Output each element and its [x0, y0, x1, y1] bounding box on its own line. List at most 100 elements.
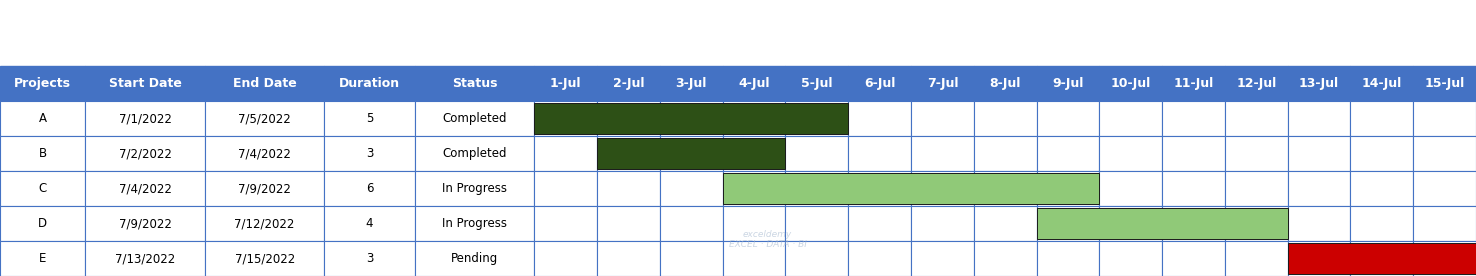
Bar: [1413, 171, 1476, 206]
Bar: [1162, 66, 1225, 101]
Bar: [911, 206, 974, 241]
Bar: [1413, 101, 1476, 136]
Bar: [534, 206, 598, 241]
Bar: [1287, 66, 1351, 101]
Bar: [0, 101, 86, 136]
Bar: [534, 171, 598, 206]
Bar: [1162, 101, 1225, 136]
Bar: [0, 206, 86, 241]
Bar: [1100, 241, 1162, 276]
Bar: [1225, 171, 1287, 206]
Bar: [0, 66, 86, 101]
Bar: [974, 136, 1036, 171]
Bar: [1287, 243, 1476, 274]
Bar: [1100, 101, 1162, 136]
Bar: [86, 206, 205, 241]
Bar: [1100, 66, 1162, 101]
Bar: [534, 241, 598, 276]
Bar: [785, 206, 849, 241]
Text: 9-Jul: 9-Jul: [1052, 77, 1083, 90]
Bar: [1036, 208, 1287, 239]
Bar: [86, 136, 205, 171]
Bar: [534, 66, 598, 101]
Bar: [723, 241, 785, 276]
Bar: [723, 101, 785, 136]
Bar: [1351, 171, 1413, 206]
Text: Duration: Duration: [339, 77, 400, 90]
Bar: [205, 66, 325, 101]
Text: 7-Jul: 7-Jul: [927, 77, 958, 90]
Bar: [0, 136, 86, 171]
Text: In Progress: In Progress: [443, 182, 508, 195]
Text: Pending: Pending: [452, 252, 499, 265]
Text: 7/2/2022: 7/2/2022: [118, 147, 171, 160]
Text: 6: 6: [366, 182, 373, 195]
Text: Gantt Chart with Conditional Formatting Based on Categories: Gantt Chart with Conditional Formatting …: [449, 15, 1027, 33]
Bar: [1036, 101, 1100, 136]
Bar: [1287, 206, 1351, 241]
Text: 13-Jul: 13-Jul: [1299, 77, 1339, 90]
Bar: [325, 136, 415, 171]
Bar: [1351, 66, 1413, 101]
Text: 6-Jul: 6-Jul: [863, 77, 896, 90]
Text: 11-Jul: 11-Jul: [1173, 77, 1213, 90]
Bar: [86, 171, 205, 206]
Bar: [974, 66, 1036, 101]
Bar: [1225, 101, 1287, 136]
Bar: [325, 241, 415, 276]
Text: 15-Jul: 15-Jul: [1424, 77, 1464, 90]
Text: Completed: Completed: [443, 147, 506, 160]
Bar: [849, 101, 911, 136]
Bar: [1162, 171, 1225, 206]
Bar: [723, 206, 785, 241]
Bar: [1162, 206, 1225, 241]
Text: 3: 3: [366, 252, 373, 265]
Bar: [849, 206, 911, 241]
Text: 3: 3: [366, 147, 373, 160]
Text: 7/9/2022: 7/9/2022: [118, 217, 171, 230]
Bar: [1225, 66, 1287, 101]
Text: 8-Jul: 8-Jul: [989, 77, 1021, 90]
Bar: [415, 66, 534, 101]
Text: Status: Status: [452, 77, 497, 90]
Bar: [0, 241, 86, 276]
Text: 14-Jul: 14-Jul: [1362, 77, 1402, 90]
Bar: [598, 136, 660, 171]
Bar: [205, 136, 325, 171]
Bar: [849, 136, 911, 171]
Bar: [415, 171, 534, 206]
Bar: [849, 241, 911, 276]
Bar: [1225, 136, 1287, 171]
Bar: [598, 206, 660, 241]
Text: E: E: [38, 252, 46, 265]
Text: 5-Jul: 5-Jul: [801, 77, 832, 90]
Bar: [415, 241, 534, 276]
Text: A: A: [38, 112, 47, 125]
Bar: [1036, 66, 1100, 101]
Bar: [1351, 241, 1413, 276]
Bar: [1351, 206, 1413, 241]
Bar: [1225, 241, 1287, 276]
Bar: [1413, 136, 1476, 171]
Text: End Date: End Date: [233, 77, 297, 90]
Bar: [1287, 241, 1351, 276]
Bar: [1287, 136, 1351, 171]
Bar: [598, 171, 660, 206]
Bar: [325, 171, 415, 206]
Bar: [1413, 241, 1476, 276]
Bar: [534, 101, 598, 136]
Text: 7/4/2022: 7/4/2022: [118, 182, 171, 195]
Bar: [1287, 101, 1351, 136]
Text: 7/4/2022: 7/4/2022: [238, 147, 291, 160]
Bar: [785, 101, 849, 136]
Bar: [415, 136, 534, 171]
Bar: [660, 136, 723, 171]
Bar: [660, 241, 723, 276]
Text: 7/15/2022: 7/15/2022: [235, 252, 295, 265]
Text: 7/9/2022: 7/9/2022: [238, 182, 291, 195]
Bar: [1036, 136, 1100, 171]
Bar: [660, 171, 723, 206]
Bar: [1100, 206, 1162, 241]
Bar: [205, 241, 325, 276]
Bar: [1162, 241, 1225, 276]
